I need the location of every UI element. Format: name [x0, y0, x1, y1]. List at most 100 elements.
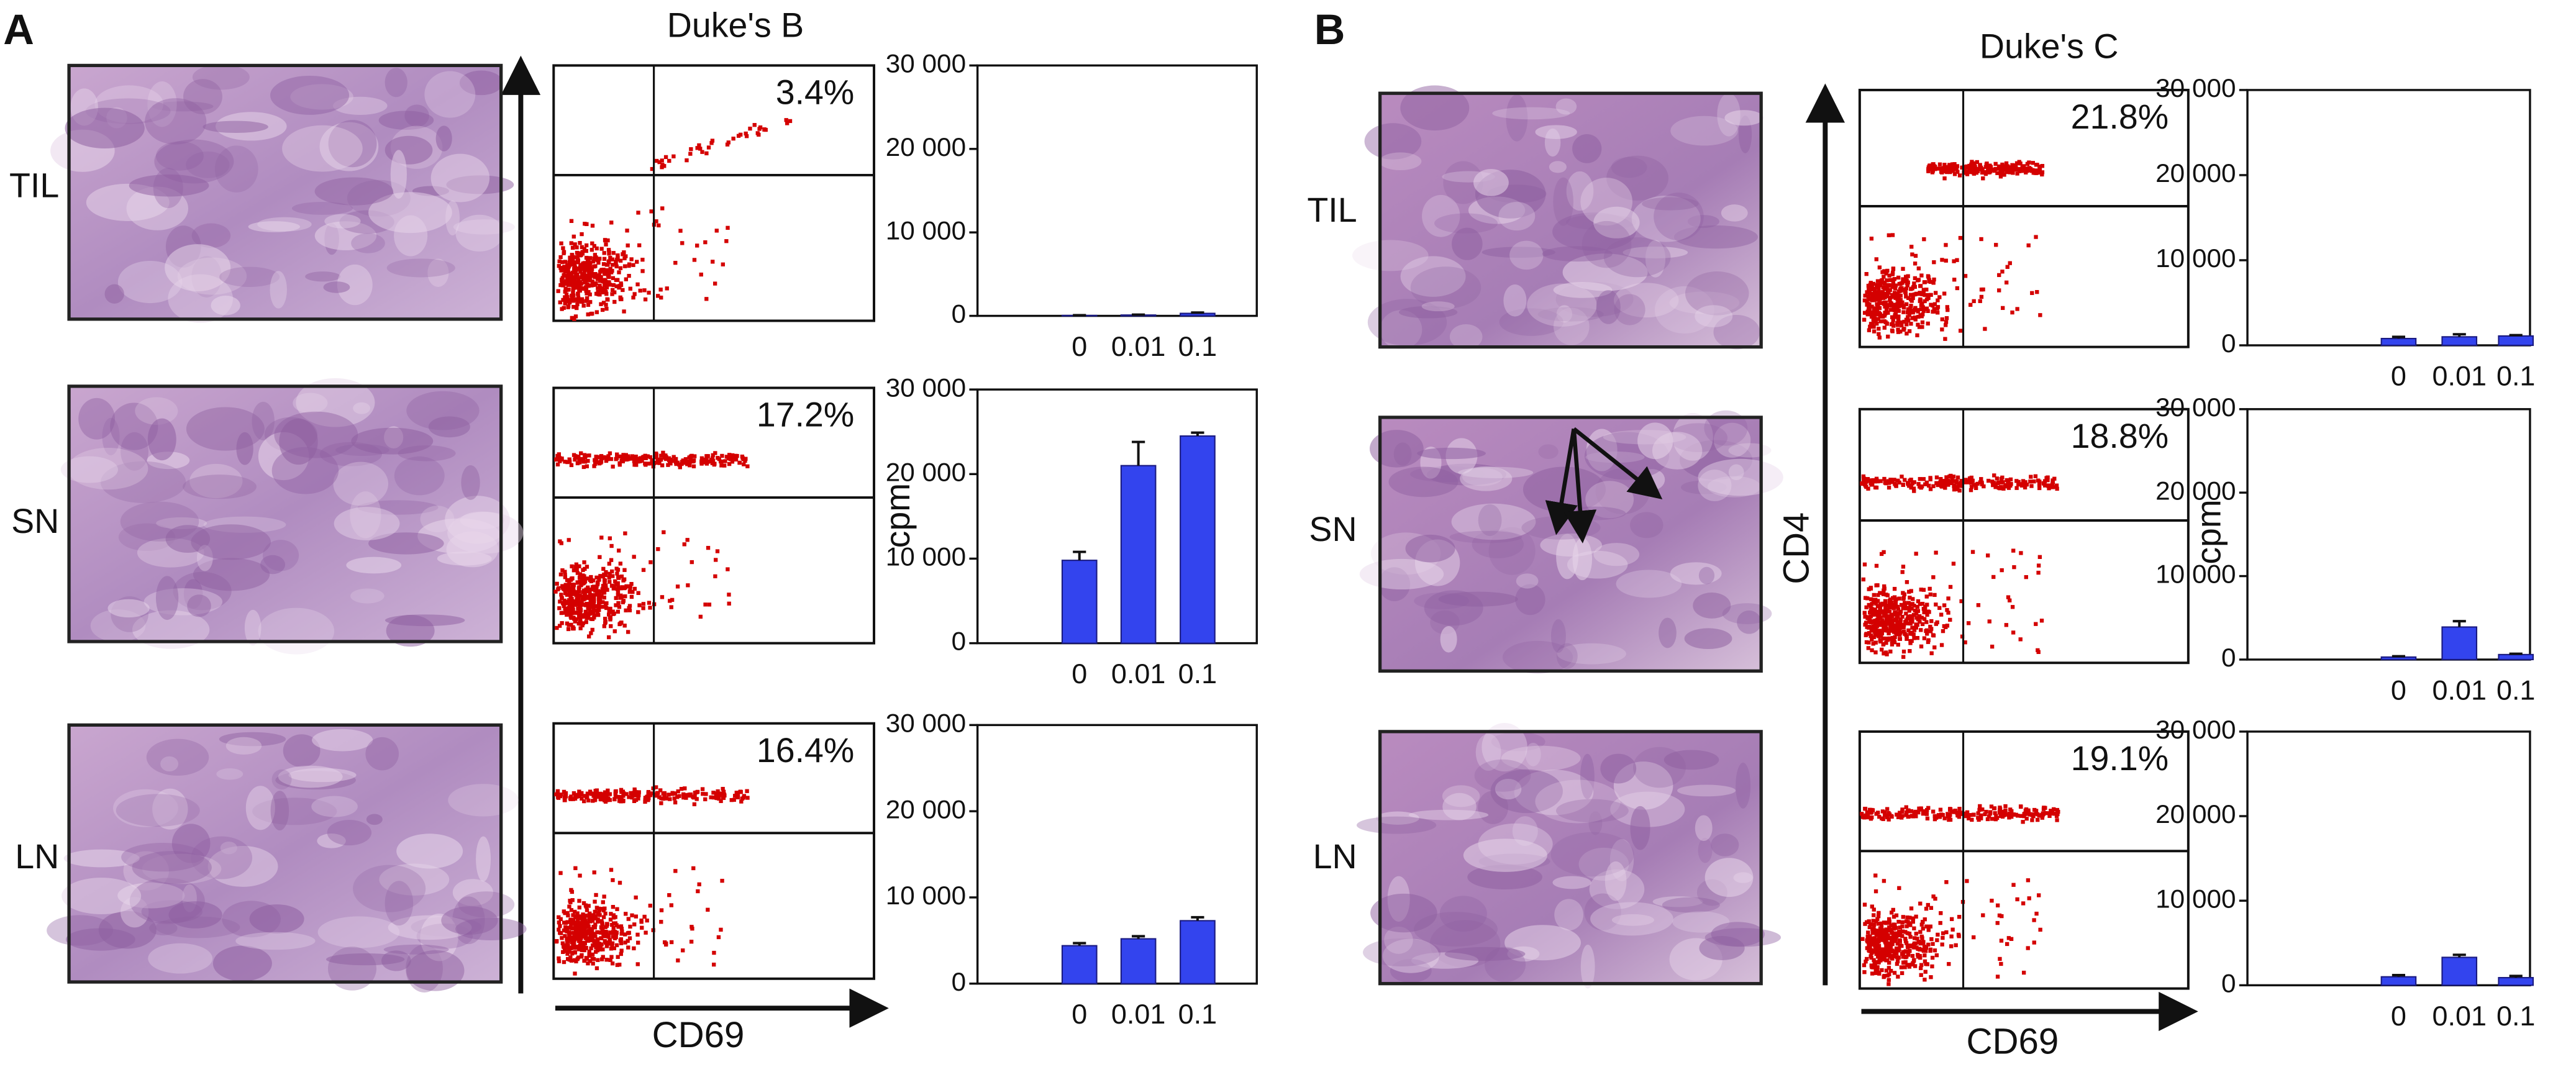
flow-dot [739, 789, 742, 793]
flow-dot [1958, 173, 1962, 177]
flow-dot [609, 270, 613, 274]
y-tick-label: 20 000 [2155, 158, 2236, 188]
flow-dot [561, 246, 565, 250]
flow-dot [1895, 605, 1898, 609]
tissue-texture [1509, 241, 1543, 270]
flow-dot [558, 931, 562, 935]
flow-dot [563, 301, 567, 305]
flow-dot [1883, 956, 1886, 960]
flow-dot [1926, 806, 1930, 810]
x-tick-label: 0 [2391, 360, 2406, 392]
flow-dot [1902, 596, 1906, 599]
flow-dot [1877, 301, 1881, 304]
flow-dot [571, 898, 575, 902]
tissue-texture [107, 599, 149, 617]
flow-dot [573, 266, 577, 270]
flow-dot [1885, 609, 1889, 613]
flow-dot [1908, 935, 1912, 938]
flow-dot [1886, 982, 1890, 986]
flow-dot [1890, 329, 1894, 332]
tissue-texture [156, 576, 178, 620]
flow-dot [568, 256, 572, 260]
flow-dot [1916, 278, 1919, 282]
flow-dot [608, 537, 612, 540]
tissue-texture [1515, 584, 1545, 615]
flow-dot [1902, 623, 1906, 627]
flow-dot [557, 920, 561, 924]
flow-dot [742, 462, 745, 466]
flow-dot [1882, 275, 1885, 278]
flow-dot [557, 796, 560, 800]
flow-dot [673, 869, 677, 873]
flow-dot [627, 917, 630, 920]
flow-dot [1901, 267, 1905, 271]
flow-dot [2036, 478, 2040, 482]
flow-dot [1975, 171, 1978, 175]
tissue-texture [61, 878, 141, 914]
tissue-texture [1698, 838, 1713, 863]
histology-image [61, 378, 524, 655]
flow-dot [573, 283, 577, 286]
flow-dot [649, 560, 652, 564]
flow-dot [1865, 640, 1868, 644]
flow-dot [619, 932, 623, 935]
flow-dot [1881, 281, 1885, 284]
flow-dot [1981, 176, 1985, 180]
flow-dot [581, 573, 585, 577]
flow-dot [598, 555, 601, 559]
flow-dot [1914, 814, 1918, 818]
flow-dot [1869, 597, 1873, 601]
flow-dot [701, 787, 704, 791]
flow-dot [722, 793, 726, 796]
flow-dot [631, 296, 635, 299]
flow-dot [1944, 259, 1948, 263]
tissue-texture [148, 943, 212, 974]
flow-dot [628, 925, 632, 929]
flow-dot [1987, 479, 1990, 483]
flow-dot [1935, 938, 1939, 942]
flow-dot [557, 452, 561, 456]
flow-dot [601, 567, 605, 571]
flow-dot [585, 956, 588, 960]
flow-dot [599, 275, 603, 279]
flow-dot [555, 582, 558, 586]
flow-dot [1957, 807, 1961, 811]
flow-dot [723, 459, 727, 463]
flow-dot [1948, 808, 1952, 812]
flow-dot [596, 589, 600, 593]
flow-dot [1912, 489, 1916, 493]
flow-dot [1918, 477, 1922, 481]
flow-dot [632, 947, 635, 950]
flow-dot [1950, 928, 1954, 932]
panel-title: Duke's C [1980, 27, 2119, 66]
flow-dot [1909, 906, 1913, 910]
flow-dot [1905, 332, 1908, 335]
flow-dot [1866, 615, 1870, 619]
flow-dot [1913, 293, 1917, 296]
flow-dot [635, 283, 639, 286]
flow-dot [2035, 290, 2039, 294]
flow-dot [1901, 570, 1905, 574]
flow-dot [577, 899, 581, 902]
flow-dot [2009, 815, 2013, 819]
flow-dot [1907, 921, 1911, 925]
tissue-texture [458, 891, 515, 917]
flow-dot [657, 224, 660, 227]
flow-dot [1994, 162, 1998, 166]
flow-dot [673, 801, 677, 804]
flow-dot [571, 286, 575, 290]
flow-dot [1903, 632, 1906, 635]
flow-dot [2017, 167, 2021, 171]
flow-dot [1881, 290, 1885, 294]
flow-dot [599, 535, 603, 539]
flow-dot [1901, 930, 1905, 933]
flow-dot [1912, 927, 1916, 930]
flow-dot [2028, 896, 2031, 900]
flow-dot [1965, 811, 1969, 814]
flow-dot [1886, 335, 1890, 338]
x-tick-label: 0 [1072, 658, 1087, 689]
flow-dot [559, 573, 563, 576]
flow-dot [699, 461, 703, 465]
flow-dot [2026, 878, 2030, 882]
